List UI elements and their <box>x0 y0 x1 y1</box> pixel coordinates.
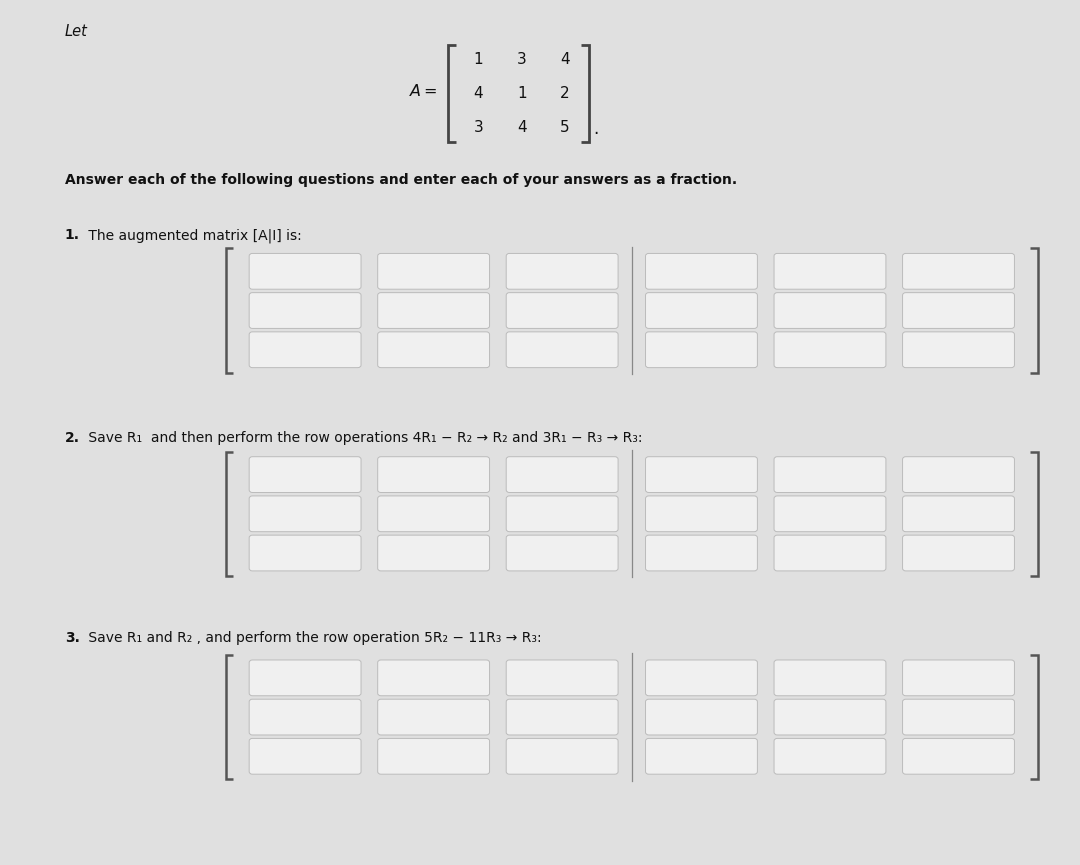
FancyBboxPatch shape <box>903 739 1014 774</box>
FancyBboxPatch shape <box>249 292 361 329</box>
FancyBboxPatch shape <box>774 332 886 368</box>
Text: 4: 4 <box>474 86 483 101</box>
FancyBboxPatch shape <box>249 496 361 532</box>
FancyBboxPatch shape <box>903 332 1014 368</box>
FancyBboxPatch shape <box>646 332 757 368</box>
FancyBboxPatch shape <box>249 660 361 695</box>
Text: 4: 4 <box>517 120 526 135</box>
FancyBboxPatch shape <box>903 292 1014 329</box>
FancyBboxPatch shape <box>774 292 886 329</box>
FancyBboxPatch shape <box>774 739 886 774</box>
FancyBboxPatch shape <box>646 253 757 289</box>
FancyBboxPatch shape <box>774 535 886 571</box>
Text: Save R₁  and then perform the row operations 4R₁ − R₂ → R₂ and 3R₁ − R₃ → R₃:: Save R₁ and then perform the row operati… <box>84 431 643 445</box>
FancyBboxPatch shape <box>378 457 489 492</box>
FancyBboxPatch shape <box>774 457 886 492</box>
FancyBboxPatch shape <box>774 253 886 289</box>
Text: 1: 1 <box>517 86 526 101</box>
Text: 1.: 1. <box>65 228 80 242</box>
Text: 2: 2 <box>561 86 569 101</box>
FancyBboxPatch shape <box>903 457 1014 492</box>
FancyBboxPatch shape <box>646 292 757 329</box>
FancyBboxPatch shape <box>507 292 618 329</box>
FancyBboxPatch shape <box>249 699 361 735</box>
FancyBboxPatch shape <box>249 332 361 368</box>
FancyBboxPatch shape <box>646 660 757 695</box>
FancyBboxPatch shape <box>903 699 1014 735</box>
FancyBboxPatch shape <box>903 253 1014 289</box>
FancyBboxPatch shape <box>903 496 1014 532</box>
FancyBboxPatch shape <box>378 535 489 571</box>
FancyBboxPatch shape <box>249 253 361 289</box>
Text: $A =$: $A =$ <box>408 83 437 99</box>
Text: The augmented matrix [A|I] is:: The augmented matrix [A|I] is: <box>84 228 302 243</box>
FancyBboxPatch shape <box>507 253 618 289</box>
FancyBboxPatch shape <box>249 739 361 774</box>
FancyBboxPatch shape <box>646 496 757 532</box>
Text: 1: 1 <box>474 52 483 67</box>
FancyBboxPatch shape <box>903 660 1014 695</box>
FancyBboxPatch shape <box>378 739 489 774</box>
FancyBboxPatch shape <box>378 660 489 695</box>
Text: Answer each of the following questions and enter each of your answers as a fract: Answer each of the following questions a… <box>65 173 737 187</box>
Text: .: . <box>593 119 598 138</box>
FancyBboxPatch shape <box>507 739 618 774</box>
FancyBboxPatch shape <box>507 496 618 532</box>
FancyBboxPatch shape <box>774 496 886 532</box>
FancyBboxPatch shape <box>378 292 489 329</box>
FancyBboxPatch shape <box>774 660 886 695</box>
FancyBboxPatch shape <box>774 699 886 735</box>
Text: 3: 3 <box>516 52 527 67</box>
FancyBboxPatch shape <box>646 739 757 774</box>
FancyBboxPatch shape <box>507 457 618 492</box>
FancyBboxPatch shape <box>378 699 489 735</box>
Text: Let: Let <box>65 24 87 39</box>
FancyBboxPatch shape <box>378 496 489 532</box>
FancyBboxPatch shape <box>507 535 618 571</box>
FancyBboxPatch shape <box>646 699 757 735</box>
FancyBboxPatch shape <box>249 457 361 492</box>
Text: 4: 4 <box>561 52 569 67</box>
FancyBboxPatch shape <box>507 699 618 735</box>
FancyBboxPatch shape <box>507 660 618 695</box>
Text: 2.: 2. <box>65 431 80 445</box>
FancyBboxPatch shape <box>249 535 361 571</box>
Text: Save R₁ and R₂ , and perform the row operation 5R₂ − 11R₃ → R₃:: Save R₁ and R₂ , and perform the row ope… <box>84 631 542 645</box>
FancyBboxPatch shape <box>507 332 618 368</box>
FancyBboxPatch shape <box>646 535 757 571</box>
Text: 3.: 3. <box>65 631 80 645</box>
Text: 5: 5 <box>561 120 569 135</box>
Text: 3: 3 <box>473 120 484 135</box>
FancyBboxPatch shape <box>378 332 489 368</box>
FancyBboxPatch shape <box>378 253 489 289</box>
FancyBboxPatch shape <box>646 457 757 492</box>
FancyBboxPatch shape <box>903 535 1014 571</box>
